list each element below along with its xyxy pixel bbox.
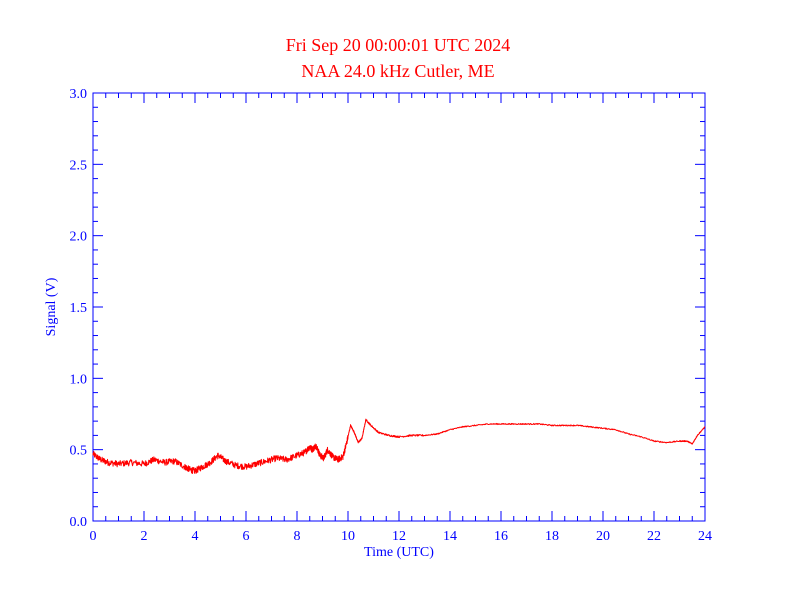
y-tick-label: 3.0	[70, 87, 88, 102]
plot-area-frame	[92, 92, 706, 522]
x-tick-label: 4	[192, 529, 199, 544]
y-tick-label: 2.5	[70, 158, 88, 173]
x-tick-label: 12	[392, 529, 406, 544]
x-tick-label: 16	[494, 529, 508, 544]
y-tick-label: 1.5	[70, 301, 88, 316]
chart-subtitle: NAA 24.0 kHz Cutler, ME	[301, 61, 494, 81]
axis-ticks	[92, 92, 706, 522]
series-layer	[92, 418, 706, 474]
x-tick-label: 20	[596, 529, 610, 544]
x-tick-label: 18	[545, 529, 559, 544]
y-tick-label: 2.0	[70, 230, 88, 245]
x-tick-label: 22	[647, 529, 661, 544]
x-tick-label: 8	[294, 529, 301, 544]
x-tick-label: 14	[443, 529, 457, 544]
x-tick-label: 0	[90, 529, 97, 544]
x-axis-label: Time (UTC)	[364, 545, 434, 560]
y-tick-label: 0.5	[70, 444, 88, 459]
y-tick-label: 0.0	[70, 515, 88, 530]
y-axis-tick-labels: 0.0 0.5 1.0 1.5 2.0 2.5 3.0	[70, 87, 88, 530]
x-axis-tick-labels: 0 2 4 6 8 10 12 14 16 18 20 22 24	[90, 529, 713, 544]
x-tick-label: 24	[698, 529, 712, 544]
y-tick-label: 1.0	[70, 372, 88, 387]
chart-title: Fri Sep 20 00:00:01 UTC 2024	[286, 35, 511, 55]
x-tick-label: 6	[243, 529, 250, 544]
signal-series-line	[92, 418, 706, 474]
x-tick-label: 10	[341, 529, 355, 544]
x-tick-label: 2	[141, 529, 148, 544]
y-axis-label: Signal (V)	[44, 277, 59, 336]
